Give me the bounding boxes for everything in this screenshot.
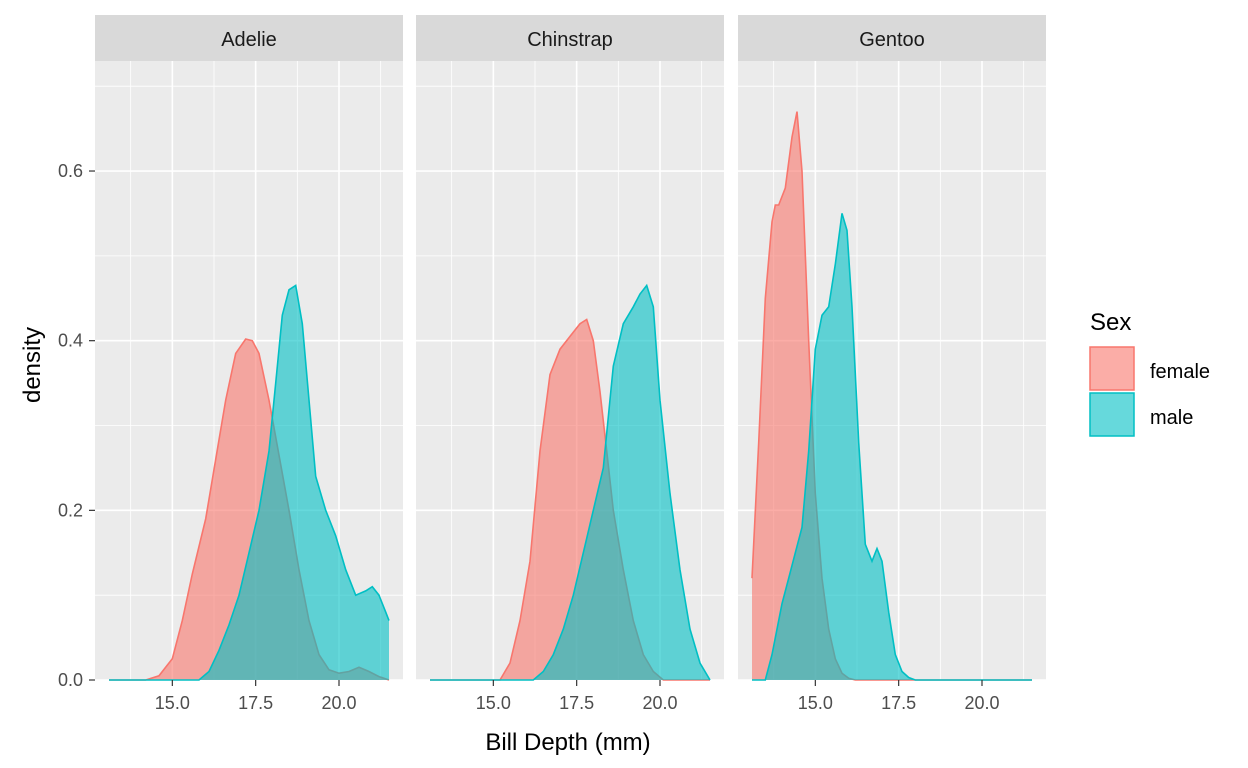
y-tick-label: 0.2 [58,500,83,520]
x-tick-label: 20.0 [642,693,677,713]
legend-label-male: male [1150,407,1193,429]
y-axis-title: density [19,327,46,403]
x-tick-label: 15.0 [155,693,190,713]
x-tick-label: 17.5 [238,693,273,713]
x-tick-label: 20.0 [321,693,356,713]
legend-key-female [1089,346,1135,391]
x-tick-label: 15.0 [476,693,511,713]
y-tick-label: 0.4 [58,331,83,351]
facet-strip [95,15,403,61]
facet-strip [738,15,1046,61]
legend-title: Sex [1090,309,1131,336]
density-line-male [430,283,711,681]
legend: Sex female male [1089,309,1210,437]
facet-panel-adelie: Adelie 15.0 17.5 20.0 [95,15,403,713]
density-line-male [109,284,390,681]
density-line-male [752,213,1032,681]
legend-label-female: female [1150,361,1210,383]
facet-strip-label: Chinstrap [527,29,613,51]
facet-strip-label: Adelie [221,29,277,51]
x-tick-label: 17.5 [559,693,594,713]
density-area-male [430,285,710,680]
facet-strip-label: Gentoo [859,29,925,51]
y-tick-label: 0.0 [58,670,83,690]
x-tick-label: 20.0 [964,693,999,713]
x-tick-label: 15.0 [798,693,833,713]
density-area-male [109,285,389,680]
legend-key-male [1089,392,1135,437]
y-tick-label: 0.6 [58,161,83,181]
x-tick-label: 17.5 [881,693,916,713]
density-area-female [430,319,710,680]
facet-panel-chinstrap: Chinstrap 15.0 17.5 20.0 [416,15,724,713]
facet-strip [416,15,724,61]
density-area-female [109,339,389,680]
y-axis: 0.0 0.2 0.4 0.6 [58,161,95,690]
x-axis-title: Bill Depth (mm) [485,729,650,756]
facet-panel-gentoo: Gentoo 15.0 17.5 20.0 [738,15,1046,713]
density-area-male [752,213,1032,680]
